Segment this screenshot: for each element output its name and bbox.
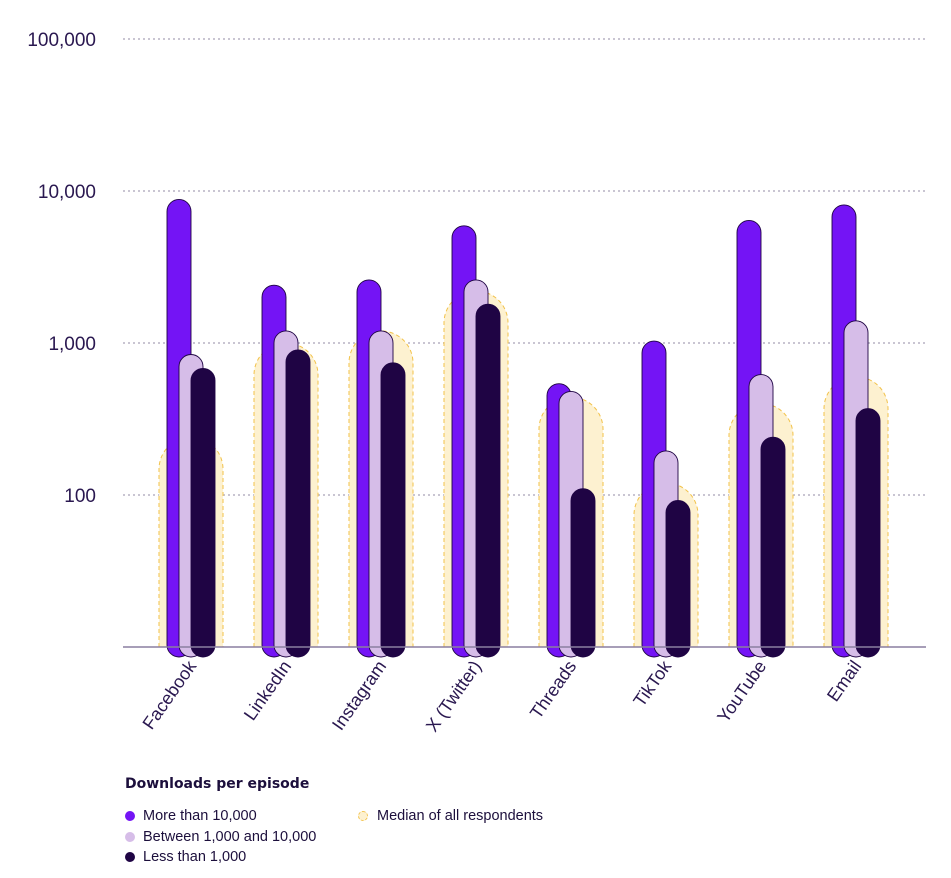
x-tick-label-email: Email: [823, 657, 865, 705]
legend-swatch-icon: [125, 811, 135, 821]
bar-less-than-1-000-linkedin: [285, 349, 311, 658]
bar-less-than-1-000-youtube: [760, 436, 786, 658]
legend-label: Between 1,000 and 10,000: [143, 829, 317, 845]
x-tick-label-threads: Threads: [526, 657, 580, 723]
y-tick-label: 1,000: [48, 334, 96, 355]
bar-less-than-1-000-threads: [570, 488, 596, 658]
x-axis-ticks: Facebook LinkedIn Instagram X (Twitter) Thre…: [139, 656, 866, 735]
legend-title: Downloads per episode: [125, 776, 310, 792]
series-bars: [166, 198, 881, 658]
legend-swatch-icon: [125, 832, 135, 842]
bar-less-than-1-000-email: [855, 408, 881, 658]
bar-less-than-1-000-facebook: [190, 368, 216, 658]
legend-item-more-than-10000: More than 10,000: [125, 808, 257, 824]
x-tick-label-facebook: Facebook: [139, 656, 201, 733]
legend-item-between-1000-and-10000: Between 1,000 and 10,000: [125, 829, 316, 845]
legend-label: Less than 1,000: [143, 849, 247, 865]
y-axis-ticks: 100 1,000 10,000 100,000: [27, 30, 96, 507]
bar-less-than-1-000-instagram: [380, 362, 406, 658]
y-tick-label: 100,000: [27, 30, 96, 51]
x-tick-label-instagram: Instagram: [328, 657, 390, 734]
legend-swatch-median-icon: [358, 811, 368, 821]
y-tick-label: 100: [64, 486, 96, 507]
chart-svg: 100 1,000 10,000 100,000 Facebook LinkedIn In…: [27, 30, 926, 735]
x-tick-label-linkedin: LinkedIn: [240, 657, 295, 724]
x-tick-label-youtube: YouTube: [713, 657, 770, 726]
legend-swatch-icon: [125, 852, 135, 862]
y-tick-label: 10,000: [38, 182, 96, 203]
x-tick-label-x-twitter: X (Twitter): [422, 657, 485, 736]
legend-label: More than 10,000: [143, 808, 257, 824]
bar-less-than-1-000-x-twitter: [475, 303, 501, 658]
legend-item-median: Median of all respondents: [358, 808, 543, 824]
legend-item-less-than-1000: Less than 1,000: [125, 849, 246, 865]
legend: Downloads per episode More than 10,000 B…: [125, 776, 725, 876]
x-tick-label-tiktok: TikTok: [629, 656, 675, 710]
bar-less-than-1-000-tiktok: [665, 500, 691, 658]
legend-label: Median of all respondents: [377, 808, 544, 824]
grid-lines: [123, 38, 926, 496]
